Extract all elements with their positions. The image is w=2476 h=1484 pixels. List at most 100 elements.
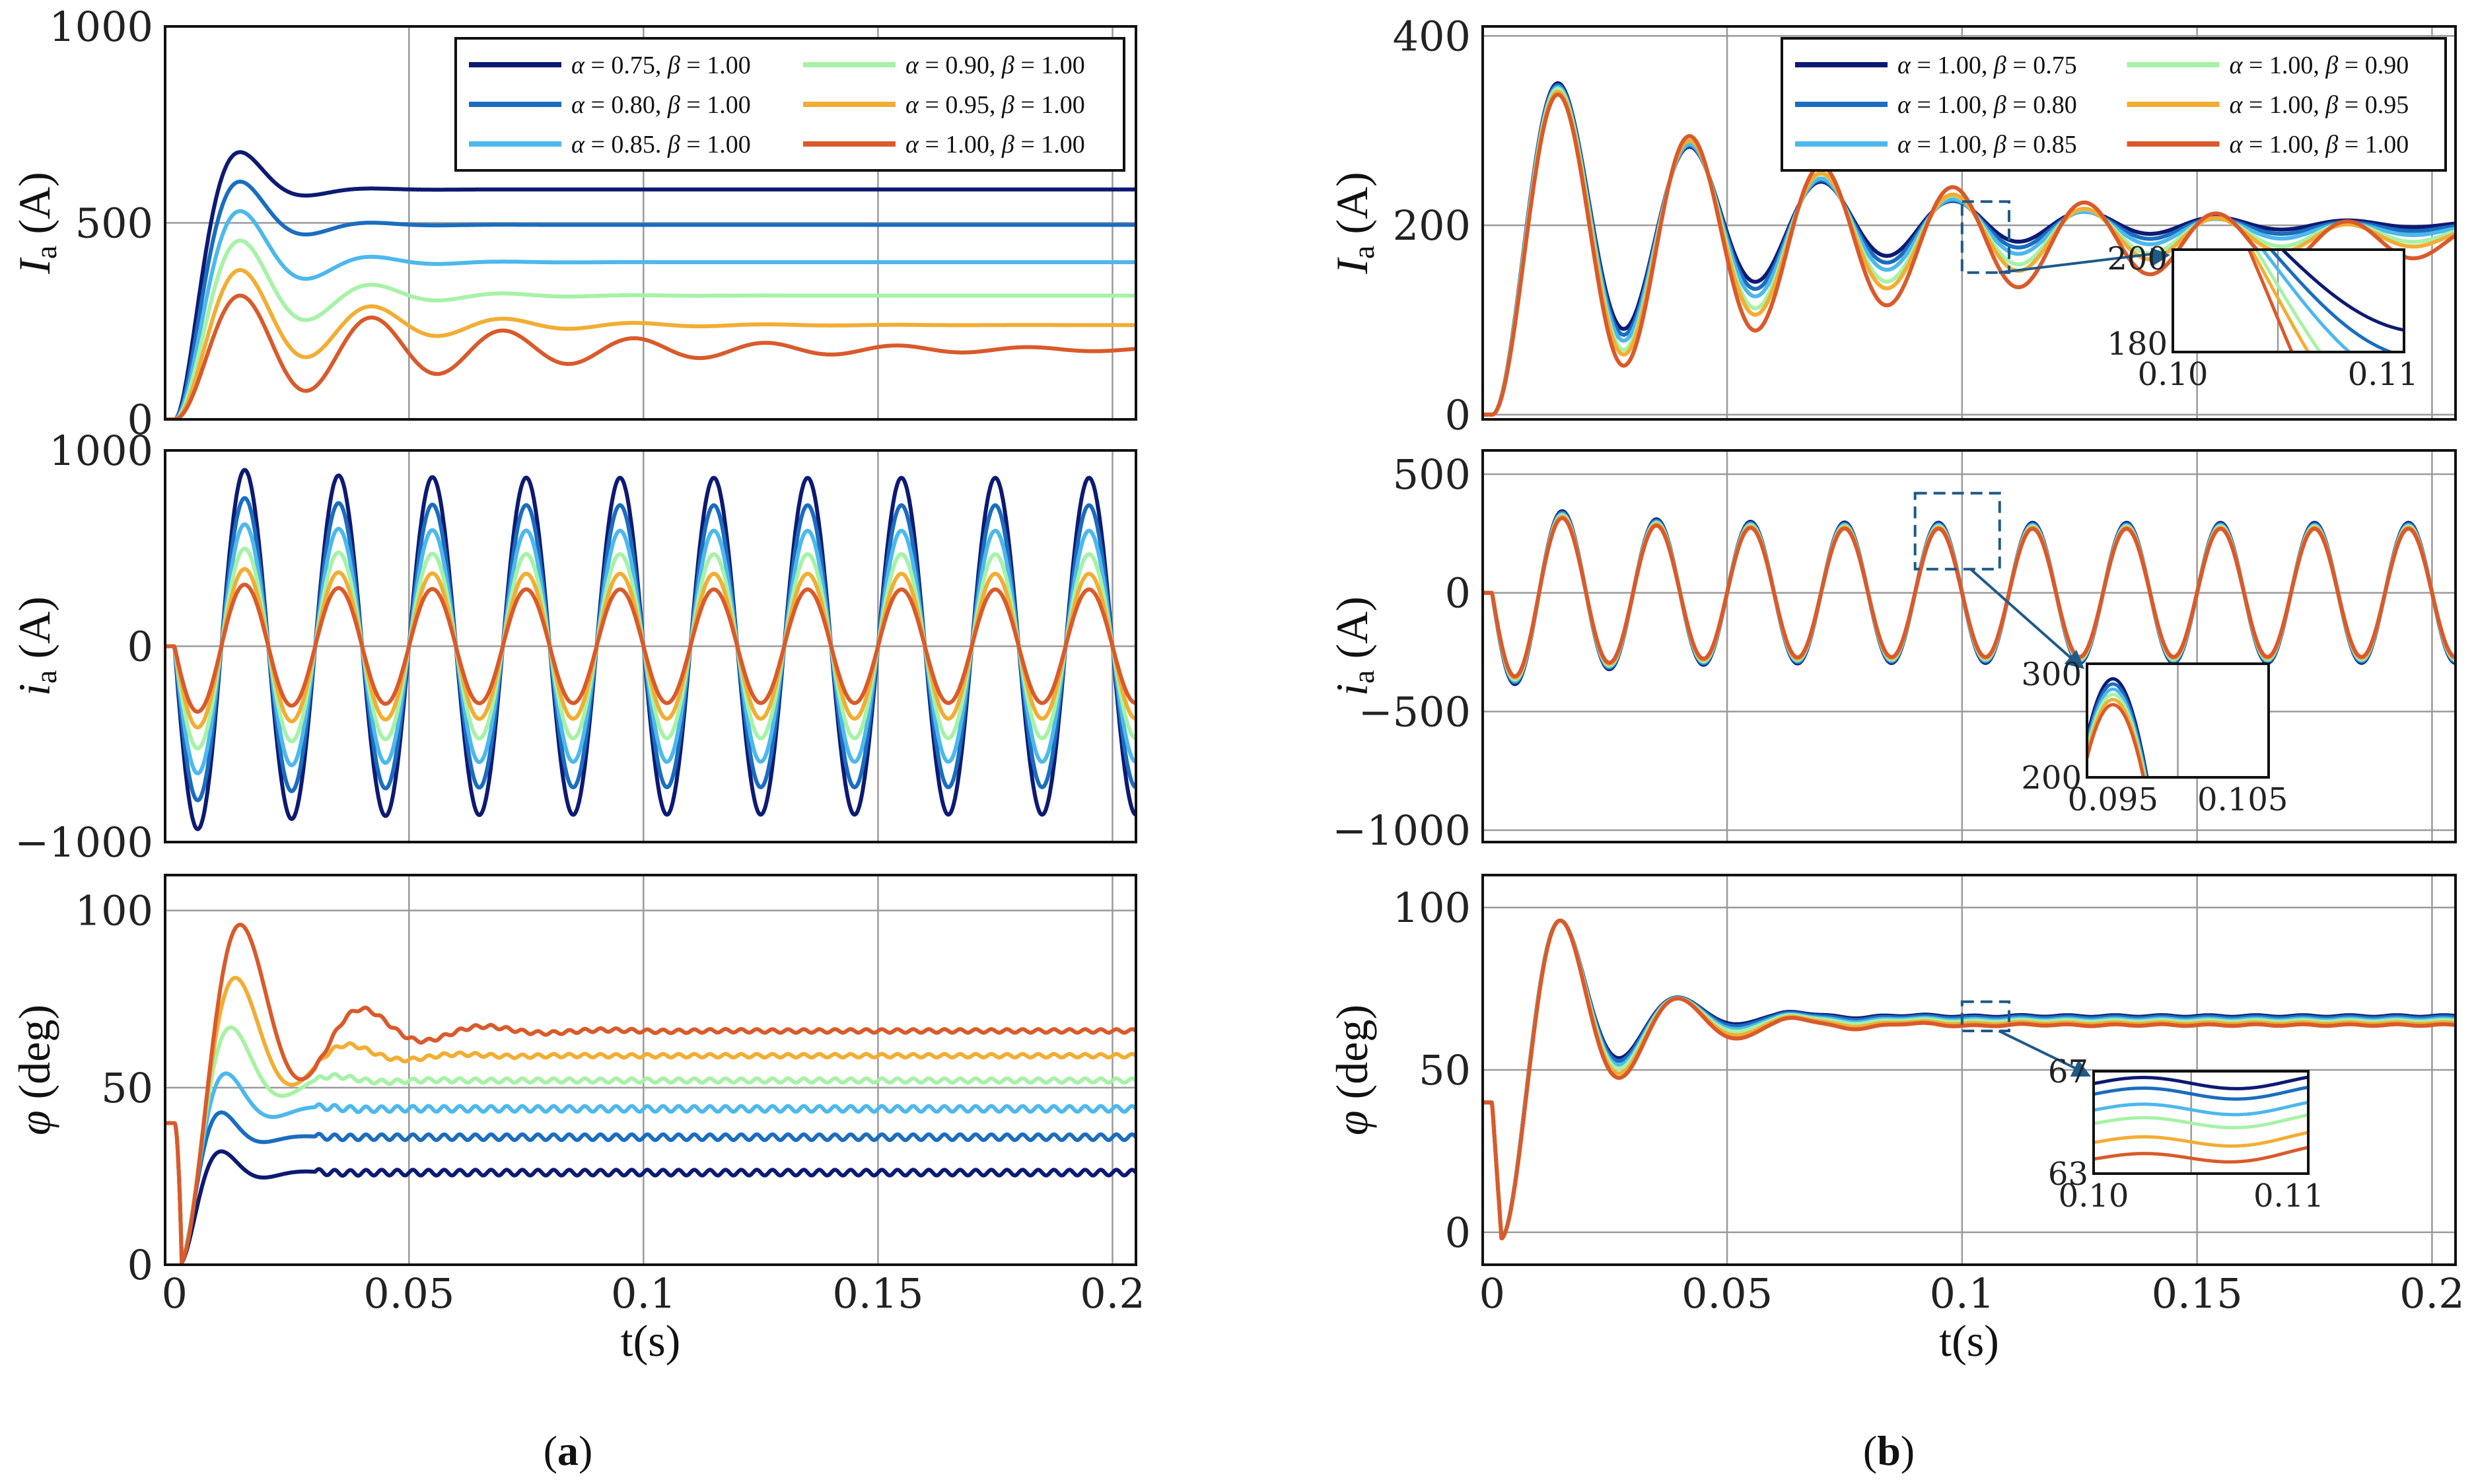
subplot-a2: −1000 0 1000 ia (A): [9, 427, 1137, 866]
axes-frame: [1481, 25, 2457, 421]
panel-label-a: (a): [544, 1427, 593, 1474]
subplot-a3: 0 0.05 0.1 0.15 0.2 0 50 100 φ (deg) t(s): [9, 874, 1145, 1366]
inset-x-tick: 0.10: [2059, 1178, 2129, 1215]
series-line-6: [1483, 918, 2456, 1240]
series-line-5: [165, 975, 1136, 1265]
inset-series-4: [2087, 692, 2147, 777]
series-line-2: [1483, 511, 2456, 685]
y-axis-label: Ia (A): [9, 172, 63, 274]
series-line-4: [1483, 513, 2456, 682]
series-group: [165, 150, 1136, 419]
inset-series-1: [2087, 677, 2149, 777]
subplot-a1: 0 500 1000 Ia (A): [9, 3, 1137, 444]
y-tick-label: 50: [101, 1064, 153, 1112]
series-line-1: [1483, 509, 2456, 686]
y-axis-label: Ia (A): [1327, 172, 1380, 274]
zoom-b2: 0.095 0.105 200 300: [1913, 491, 2288, 818]
y-axis-label: ia (A): [9, 596, 63, 696]
inset-series-6: [2094, 1145, 2308, 1164]
y-tick-label: 1000: [49, 3, 153, 51]
y-tick-label: 400: [1393, 12, 1471, 60]
zoom-b3: 0.10 0.11 63 67: [1960, 1000, 2324, 1215]
inset-series-5: [2087, 697, 2146, 777]
inset-series-6: [2247, 250, 2294, 352]
series-line-2: [165, 496, 1136, 802]
inset-series-5: [2249, 250, 2310, 352]
legend-entry: α = 0.75, β = 1.00: [571, 52, 751, 79]
axes-frame: [164, 874, 1137, 1266]
y-axis-label: φ (deg): [1327, 1005, 1377, 1135]
inset-x-tick: 0.11: [2253, 1178, 2324, 1215]
x-tick-label: 0.15: [2152, 1269, 2243, 1318]
legend-entry: α = 1.00, β = 0.75: [1897, 52, 2077, 79]
axes-frame: [1481, 449, 2457, 843]
legend-entry: α = 1.00, β = 0.95: [2230, 91, 2409, 119]
y-axis-label: ia (A): [1327, 596, 1380, 696]
inset-series-3: [2094, 1100, 2308, 1117]
legend-box: [454, 37, 1125, 172]
y-tick-label: 100: [75, 887, 153, 935]
y-tick-label: 0: [1445, 569, 1471, 618]
series-line-2: [165, 180, 1136, 419]
x-tick-label: 0.1: [611, 1269, 676, 1318]
series-line-6: [165, 923, 1136, 1265]
y-tick-label: −1000: [1332, 806, 1471, 855]
legend: α = 1.00, β = 0.75 α = 1.00, β = 0.80 α = …: [1781, 37, 2447, 172]
inset-series-2: [2094, 1085, 2308, 1101]
series-line-6: [165, 293, 1136, 419]
legend-entry: α = 0.95, β = 1.00: [905, 91, 1085, 119]
series-line-4: [165, 238, 1136, 419]
axes-frame: [164, 25, 1137, 421]
zoom-box: [1960, 200, 2010, 274]
inset-y-tick: 67: [2048, 1053, 2088, 1090]
zoom-arrow-head: [2150, 247, 2170, 266]
series-line-1: [165, 150, 1136, 419]
zoom-box: [1960, 1000, 2010, 1032]
inset-series-1: [2094, 1075, 2308, 1090]
x-tick-label: 0: [161, 1269, 187, 1318]
series-line-6: [165, 583, 1136, 714]
x-tick-label: 0.05: [363, 1269, 454, 1318]
y-tick-label: 100: [1393, 884, 1471, 932]
series-line-3: [165, 1071, 1136, 1264]
series-group: [165, 468, 1136, 831]
series-line-1: [165, 1121, 1136, 1265]
inset-series-4: [2094, 1113, 2308, 1129]
legend-box: [1781, 37, 2447, 172]
legend-entry: α = 0.90, β = 1.00: [905, 52, 1085, 79]
inset-x-tick: 0.10: [2138, 356, 2209, 393]
x-tick-label: 0.05: [1681, 1269, 1773, 1318]
y-tick-label: 500: [75, 199, 153, 248]
x-axis-label: t(s): [1939, 1316, 1999, 1366]
series-line-4: [165, 1025, 1136, 1265]
inset-x-tick: 0.11: [2348, 356, 2419, 393]
zoom-arrow: [1969, 568, 2082, 668]
panel-label-b: (b): [1863, 1427, 1915, 1474]
series-group: [165, 923, 1136, 1265]
x-tick-label: 0.2: [2399, 1269, 2465, 1318]
y-tick-label: 0: [127, 396, 153, 444]
zoom-b1: 0.10 0.11 180 200: [1960, 200, 2419, 393]
series-line-2: [165, 1110, 1136, 1264]
legend-entry: α = 1.00, β = 0.85: [1897, 131, 2077, 159]
y-tick-label: 1000: [49, 427, 153, 475]
zoom-arrow: [1998, 251, 2167, 274]
inset-series-2: [2269, 250, 2396, 352]
inset-series-4: [2254, 250, 2322, 352]
series-line-5: [1483, 514, 2456, 680]
legend-entry: α = 1.00, β = 0.80: [1897, 91, 2077, 119]
inset-x-tick: 0.105: [2197, 781, 2288, 818]
x-tick-label: 0: [1479, 1269, 1505, 1318]
legend-entry: α = 0.85. β = 1.00: [571, 131, 751, 159]
inset-y-tick: 63: [2048, 1156, 2088, 1193]
y-tick-label: 0: [127, 623, 153, 671]
axes-frame: [164, 449, 1137, 843]
series-line-1: [165, 468, 1136, 831]
zoom-arrow: [1998, 1030, 2088, 1075]
series-line-3: [1483, 512, 2456, 684]
x-tick-label: 0.15: [832, 1269, 923, 1318]
series-line-3: [165, 209, 1136, 419]
y-tick-label: 0: [127, 1241, 153, 1289]
legend-entry: α = 0.80, β = 1.00: [571, 91, 751, 119]
